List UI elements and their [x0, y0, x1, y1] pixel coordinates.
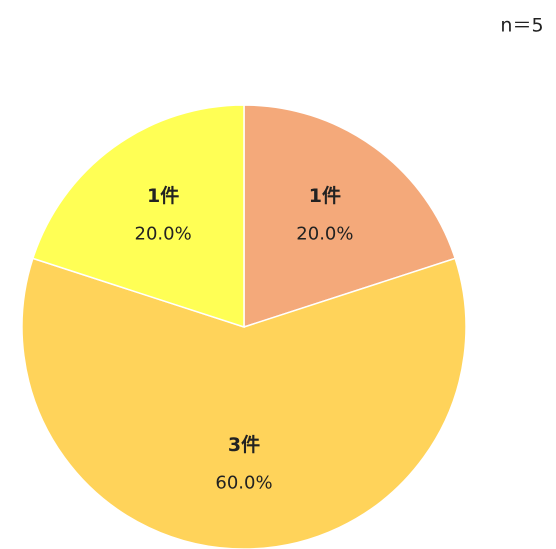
value-label: 60.0% [215, 473, 272, 494]
value-label: 20.0% [135, 224, 192, 245]
pie-slice [243, 104, 457, 329]
annotation: n＝5 [500, 15, 543, 37]
count-label: 1件 [147, 184, 179, 207]
pie-slice [31, 104, 245, 329]
value-label: 20.0% [296, 224, 353, 245]
count-label: 3件 [228, 433, 260, 456]
count-label: 1件 [309, 184, 341, 207]
